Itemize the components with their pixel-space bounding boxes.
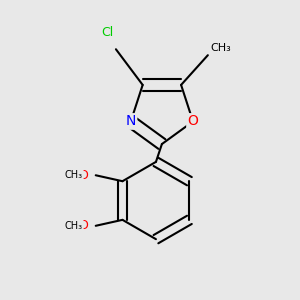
Text: CH₃: CH₃: [64, 170, 82, 180]
Text: Cl: Cl: [101, 26, 113, 39]
Text: CH₃: CH₃: [211, 43, 232, 53]
Text: N: N: [126, 115, 136, 128]
Text: O: O: [78, 219, 88, 232]
Text: CH₃: CH₃: [64, 221, 82, 231]
Text: O: O: [188, 115, 198, 128]
Text: O: O: [78, 169, 88, 182]
